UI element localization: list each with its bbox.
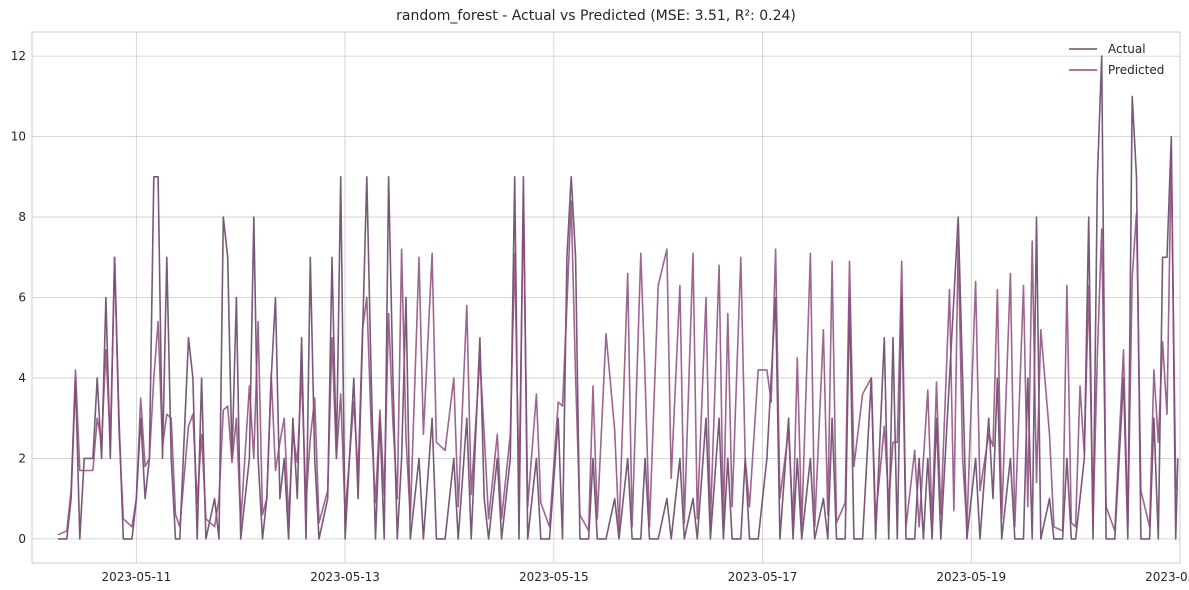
x-tick-label: 2023-05-11 <box>101 570 171 584</box>
x-tick-label: 2023-05-13 <box>310 570 380 584</box>
x-tick-label: 2023-05-19 <box>936 570 1006 584</box>
legend: Actual Predicted <box>1069 42 1164 77</box>
chart-title: random_forest - Actual vs Predicted (MSE… <box>396 8 796 24</box>
x-tick-label: 2023-05-21 <box>1145 570 1189 584</box>
series-line-actual <box>58 55 1179 540</box>
legend-label: Predicted <box>1108 63 1164 77</box>
grid-lines <box>32 32 1181 563</box>
series-line-predicted <box>57 151 1179 536</box>
legend-label: Actual <box>1108 42 1146 56</box>
plot-frame <box>31 31 1181 564</box>
y-axis-ticks: 0 2 4 6 8 10 12 <box>11 49 26 546</box>
y-tick-label: 6 <box>18 291 26 305</box>
x-tick-label: 2023-05-17 <box>728 570 798 584</box>
x-tick-label: 2023-05-15 <box>519 570 589 584</box>
y-tick-label: 10 <box>11 130 26 144</box>
y-tick-label: 12 <box>11 49 26 63</box>
y-tick-label: 8 <box>18 210 26 224</box>
x-axis-ticks: 2023-05-11 2023-05-13 2023-05-15 2023-05-17… <box>101 570 1189 584</box>
series-lines <box>57 55 1179 540</box>
y-tick-label: 2 <box>18 451 26 465</box>
y-tick-label: 4 <box>18 371 26 385</box>
y-tick-label: 0 <box>18 532 26 546</box>
